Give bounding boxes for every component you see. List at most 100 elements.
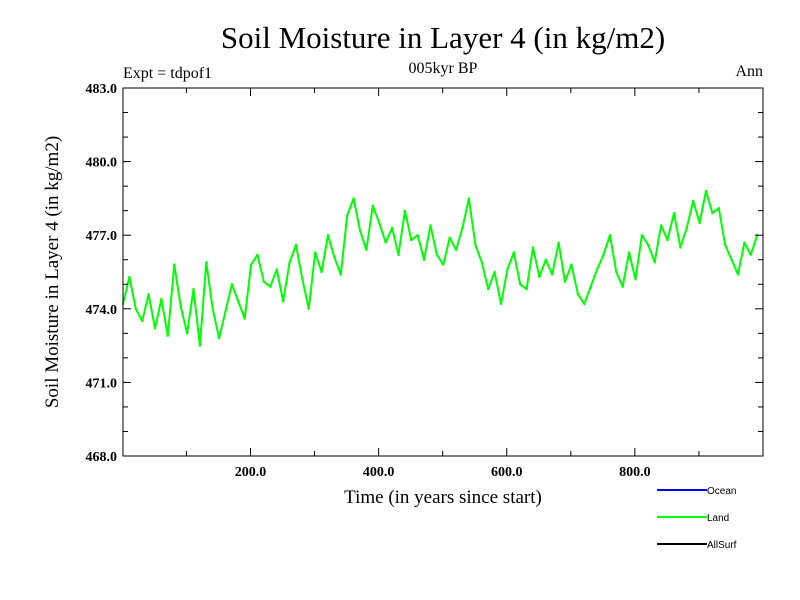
data-point <box>217 337 221 340</box>
plot-area: 200.0 400.0 600.0 800.0 468.0 471.0 474.0 477.… <box>86 82 764 480</box>
data-point <box>198 344 202 347</box>
data-point <box>467 197 471 200</box>
data-point <box>166 334 169 337</box>
y-tick-label: 477.0 <box>86 229 118 244</box>
plot-frame <box>122 87 764 457</box>
data-point <box>621 285 624 288</box>
data-point <box>653 261 656 264</box>
data-point <box>365 248 368 252</box>
data-point <box>454 248 458 252</box>
data-point <box>525 288 528 291</box>
data-point <box>717 207 720 210</box>
data-point <box>602 253 605 256</box>
data-point <box>659 224 663 227</box>
data-point <box>563 280 567 283</box>
y-tick-label: 474.0 <box>86 303 118 318</box>
legend-label-land: Land <box>707 513 729 524</box>
data-point <box>422 258 426 261</box>
data-point <box>531 246 535 249</box>
data-point <box>282 300 285 303</box>
chart-subtitle: 005kyr BP <box>409 60 478 77</box>
data-point <box>134 307 137 310</box>
x-tick-label: 400.0 <box>363 465 395 480</box>
data-point <box>570 263 573 266</box>
data-point <box>640 234 644 237</box>
data-point <box>698 221 701 225</box>
data-point <box>429 224 432 227</box>
data-point <box>608 234 612 237</box>
y-tick-label: 480.0 <box>86 156 118 171</box>
data-point <box>736 273 740 276</box>
data-point <box>551 273 554 276</box>
x-axis-label: Time (in years since start) <box>344 487 542 508</box>
data-point <box>153 327 157 330</box>
data-point <box>173 263 176 266</box>
data-point <box>679 246 682 249</box>
data-point <box>320 270 323 274</box>
data-point <box>352 197 355 200</box>
data-point <box>519 283 522 286</box>
legend-label-allsurf: AllSurf <box>707 540 737 551</box>
data-point <box>730 258 733 261</box>
data-point <box>294 243 298 247</box>
data-point <box>615 270 618 274</box>
data-point <box>583 302 586 306</box>
data-point <box>749 253 752 256</box>
data-point <box>403 209 407 212</box>
data-point <box>435 253 439 256</box>
data-point <box>237 300 240 303</box>
data-point <box>333 256 336 259</box>
data-point <box>480 261 483 264</box>
data-point <box>205 261 208 264</box>
data-point <box>634 278 637 281</box>
data-point <box>384 241 387 244</box>
data-point <box>538 275 541 279</box>
data-point <box>487 288 490 291</box>
y-tick-label: 471.0 <box>86 376 118 391</box>
x-tick-label: 600.0 <box>491 465 523 480</box>
series-line-land <box>122 190 759 347</box>
chart-title: Soil Moisture in Layer 4 (in kg/m2) <box>221 20 665 55</box>
data-point <box>724 243 727 247</box>
data-point <box>512 251 515 254</box>
data-point <box>666 238 669 242</box>
season-label: Ann <box>735 63 763 80</box>
data-point <box>262 280 266 283</box>
data-point <box>288 261 291 264</box>
data-point <box>256 253 259 256</box>
data-point <box>416 234 419 237</box>
data-point <box>442 263 445 266</box>
data-point <box>224 310 227 313</box>
data-point <box>211 307 214 310</box>
data-point <box>390 226 394 229</box>
x-tick-label: 800.0 <box>619 465 651 480</box>
data-point <box>275 268 278 271</box>
legend-label-ocean: Ocean <box>707 486 736 497</box>
data-point <box>743 241 746 244</box>
data-point <box>410 238 413 242</box>
data-point <box>378 221 381 225</box>
data-point <box>595 268 599 271</box>
data-point <box>346 214 349 217</box>
data-point <box>711 211 714 215</box>
series-points <box>121 189 759 347</box>
data-point <box>627 251 631 254</box>
data-point <box>672 211 676 215</box>
data-point <box>358 229 362 232</box>
data-point <box>499 302 503 306</box>
data-point <box>576 292 580 296</box>
data-point <box>185 332 189 335</box>
data-point <box>141 319 144 323</box>
data-point <box>192 288 195 291</box>
data-point <box>397 253 400 256</box>
data-point <box>128 275 131 279</box>
data-point <box>647 243 650 247</box>
data-point <box>243 317 246 320</box>
data-point <box>160 297 163 301</box>
x-tick-label: 200.0 <box>235 465 267 480</box>
data-point <box>307 307 310 310</box>
data-point <box>314 251 317 254</box>
experiment-label: Expt = tdpof1 <box>123 65 212 82</box>
legend: Ocean Land AllSurf <box>657 486 737 551</box>
